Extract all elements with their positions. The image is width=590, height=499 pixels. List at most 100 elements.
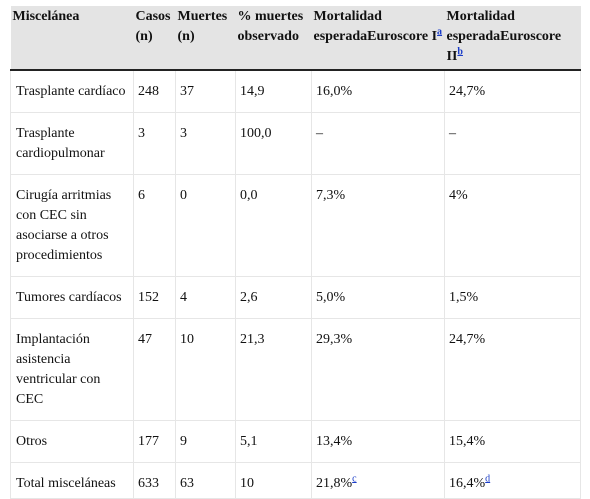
cell-euroscore-1: – (311, 112, 445, 175)
footnote-link-b[interactable]: b (457, 46, 463, 58)
cell-muertes: 37 (175, 70, 236, 113)
cell-text: 0,0 (240, 188, 258, 203)
cell-text: 1,5% (449, 290, 479, 305)
header-casos: Casos (n) (133, 6, 176, 71)
cell-text: Otros (16, 434, 48, 449)
cell-casos: 633 (133, 462, 176, 499)
cell-casos: 6 (133, 174, 176, 277)
cell-text: 10 (180, 332, 194, 347)
footnote-link-c[interactable]: c (352, 473, 357, 485)
cell-euroscore-2: 24,7% (444, 318, 581, 421)
header-euroscore-1: Mortalidad esperadaEuroscore Ia (311, 6, 445, 71)
cell-euroscore-1: 5,0% (311, 276, 445, 319)
header-label: Mortalidad esperadaEuroscore I (313, 9, 438, 44)
cell-text: 7,3% (316, 188, 346, 203)
cell-euroscore-1: 7,3% (311, 174, 445, 277)
header-miscelanea: Miscelánea (10, 6, 134, 71)
cell-text: 16,4% (449, 476, 486, 491)
footnote-marker: d (485, 473, 490, 484)
cell-text: 15,4% (449, 434, 486, 449)
cell-pct-muertes: 10 (235, 462, 312, 499)
cell-euroscore-1: 13,4% (311, 420, 445, 463)
cell-text: 0 (180, 188, 187, 203)
table-row: Cirugía arritmias con CEC sin asociarse … (10, 174, 581, 277)
table-row: Total misceláneas 633 63 10 21,8%c 16,4%d (10, 462, 581, 499)
footnote-marker: c (352, 473, 356, 484)
cell-text: 5,0% (316, 290, 346, 305)
header-pct-muertes: % muertes observado (235, 6, 312, 71)
cell-casos: 152 (133, 276, 176, 319)
cell-euroscore-2: – (444, 112, 581, 175)
cell-text: Total misceláneas (16, 476, 116, 491)
cell-text: 21,3 (240, 332, 265, 347)
cell-euroscore-1: 16,0% (311, 70, 445, 113)
table-row: Trasplante cardiopulmonar 3 3 100,0 – – (10, 112, 581, 175)
cell-text: 100,0 (240, 126, 272, 141)
cell-text: 13,4% (316, 434, 353, 449)
cell-muertes: 10 (175, 318, 236, 421)
cell-text: 16,0% (316, 84, 353, 99)
cell-pct-muertes: 2,6 (235, 276, 312, 319)
cell-miscelanea: Cirugía arritmias con CEC sin asociarse … (10, 174, 134, 277)
cell-euroscore-2: 24,7% (444, 70, 581, 113)
cell-text: 14,9 (240, 84, 265, 99)
table-row: Otros 177 9 5,1 13,4% 15,4% (10, 420, 581, 463)
cell-text: 63 (180, 476, 194, 491)
cell-miscelanea: Otros (10, 420, 134, 463)
cell-miscelanea: Tumores cardíacos (10, 276, 134, 319)
cell-muertes: 9 (175, 420, 236, 463)
cell-text: 248 (138, 84, 159, 99)
table-body: Trasplante cardíaco 248 37 14,9 16,0% 24,7% Tr… (10, 70, 581, 499)
cell-casos: 177 (133, 420, 176, 463)
cell-pct-muertes: 14,9 (235, 70, 312, 113)
header-label: Muertes (n) (177, 9, 228, 44)
header-label: Casos (n) (135, 9, 171, 44)
header-label: Miscelánea (12, 9, 80, 24)
cell-miscelanea: Trasplante cardiopulmonar (10, 112, 134, 175)
header-label: % muertes observado (237, 9, 304, 44)
cell-miscelanea: Implantación asistencia ventricular con … (10, 318, 134, 421)
header-euroscore-2: Mortalidad esperadaEuroscore IIb (444, 6, 581, 71)
cell-text: 4 (180, 290, 187, 305)
cell-text: – (449, 126, 456, 141)
header-label: Mortalidad esperadaEuroscore II (446, 9, 562, 64)
cell-euroscore-1: 21,8%c (311, 462, 445, 499)
header-row: Miscelánea Casos (n) Muertes (n) % muert… (10, 6, 581, 71)
cell-muertes: 3 (175, 112, 236, 175)
cell-text: Implantación asistencia ventricular con … (16, 332, 101, 407)
table-header: Miscelánea Casos (n) Muertes (n) % muert… (10, 6, 581, 71)
cell-text: 21,8% (316, 476, 353, 491)
cell-text: 37 (180, 84, 194, 99)
cell-text: 24,7% (449, 332, 486, 347)
cell-text: 177 (138, 434, 159, 449)
cell-pct-muertes: 5,1 (235, 420, 312, 463)
cell-text: Tumores cardíacos (16, 290, 122, 305)
footnote-link-a[interactable]: a (437, 26, 443, 38)
cell-text: 2,6 (240, 290, 258, 305)
header-muertes: Muertes (n) (175, 6, 236, 71)
cell-text: 633 (138, 476, 159, 491)
cell-pct-muertes: 0,0 (235, 174, 312, 277)
cell-euroscore-2: 16,4%d (444, 462, 581, 499)
cell-text: 24,7% (449, 84, 486, 99)
footnote-link-d[interactable]: d (485, 473, 491, 485)
table-row: Tumores cardíacos 152 4 2,6 5,0% 1,5% (10, 276, 581, 319)
footnote-marker: b (457, 46, 463, 57)
cell-euroscore-2: 15,4% (444, 420, 581, 463)
cell-text: 152 (138, 290, 159, 305)
cell-muertes: 4 (175, 276, 236, 319)
cell-text: 3 (180, 126, 187, 141)
cell-text: 47 (138, 332, 152, 347)
cell-pct-muertes: 21,3 (235, 318, 312, 421)
cell-text: 5,1 (240, 434, 258, 449)
table-row: Implantación asistencia ventricular con … (10, 318, 581, 421)
cell-text: 10 (240, 476, 254, 491)
cell-casos: 248 (133, 70, 176, 113)
cell-text: – (316, 126, 323, 141)
cell-euroscore-2: 4% (444, 174, 581, 277)
cell-text: 29,3% (316, 332, 353, 347)
cell-euroscore-2: 1,5% (444, 276, 581, 319)
cell-text: 3 (138, 126, 145, 141)
cell-muertes: 0 (175, 174, 236, 277)
cell-casos: 3 (133, 112, 176, 175)
